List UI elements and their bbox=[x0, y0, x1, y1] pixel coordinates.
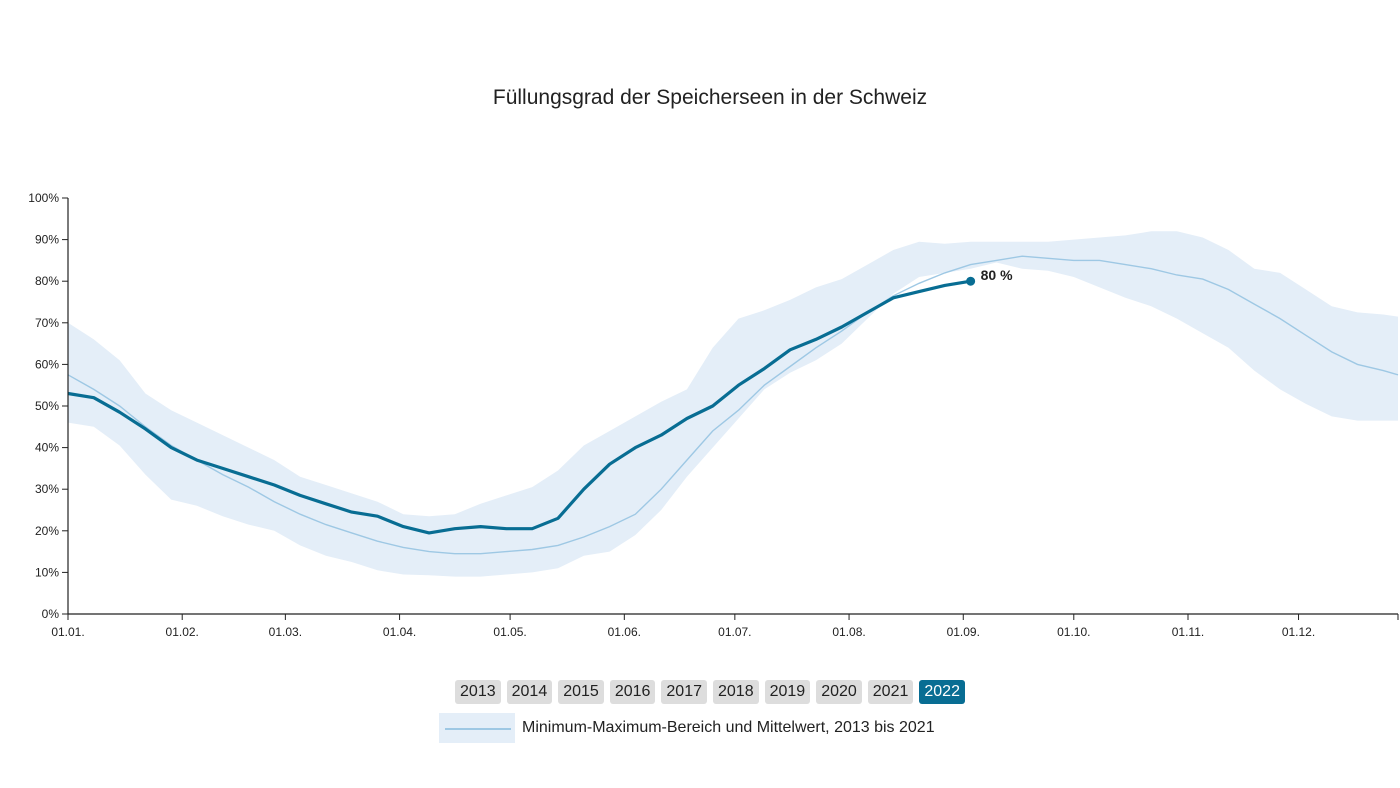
year-selector: 2013 2014 2015 2016 2017 2018 2019 2020 2021 2022 bbox=[0, 680, 1400, 704]
y-tick-label: 100% bbox=[28, 191, 59, 205]
reservoir-fill-chart: 0% 10% 20% 30% 40% 50% 60% 70% 80% 90% 100% 01.01.… bbox=[28, 191, 1399, 639]
x-tick-label: 01.03. bbox=[269, 625, 302, 639]
x-tick-label: 01.02. bbox=[166, 625, 199, 639]
x-ticks-layer: 01.01. 01.02. 01.03. 01.04. 01.05. 01.06. 01.0… bbox=[51, 614, 1399, 639]
x-tick-label: 01.04. bbox=[383, 625, 416, 639]
legend-label: Minimum-Maximum-Bereich und Mittelwert, … bbox=[522, 719, 935, 736]
x-tick-label: 01.10. bbox=[1057, 625, 1090, 639]
x-tick-label: 01.12. bbox=[1282, 625, 1315, 639]
y-tick-label: 60% bbox=[35, 357, 59, 371]
year-button-2022[interactable]: 2022 bbox=[919, 680, 965, 704]
year-button-2017[interactable]: 2017 bbox=[661, 680, 707, 704]
x-tick-label: 01.06. bbox=[608, 625, 641, 639]
year-button-2016[interactable]: 2016 bbox=[609, 680, 656, 704]
mean-line-2013-2021 bbox=[67, 255, 1399, 555]
x-tick-label: 01.11. bbox=[1172, 625, 1204, 639]
y-tick-label: 0% bbox=[42, 607, 60, 621]
y-tick-label: 30% bbox=[35, 482, 59, 496]
min-max-range-band bbox=[68, 231, 1398, 577]
year-button-2019[interactable]: 2019 bbox=[764, 680, 811, 704]
legend-mean-line-swatch bbox=[445, 728, 511, 730]
year-button-2013[interactable]: 2013 bbox=[455, 680, 501, 704]
x-tick-label: 01.08. bbox=[832, 625, 865, 639]
y-tick-label: 10% bbox=[35, 565, 59, 579]
y-tick-label: 90% bbox=[35, 233, 59, 247]
x-tick-label: 01.07. bbox=[718, 625, 751, 639]
x-tick-label: 01.09. bbox=[947, 625, 980, 639]
x-tick-label: 01.05. bbox=[493, 625, 526, 639]
y-tick-label: 70% bbox=[35, 316, 59, 330]
y-tick-label: 50% bbox=[35, 399, 59, 413]
y-tick-label: 40% bbox=[35, 441, 59, 455]
year-button-2020[interactable]: 2020 bbox=[816, 680, 862, 704]
chart-title: Füllungsgrad der Speicherseen in der Sch… bbox=[492, 86, 928, 109]
y-tick-label: 20% bbox=[35, 524, 59, 538]
x-tick-label: 01.01. bbox=[51, 625, 84, 639]
series-2022-end-label: 80 % bbox=[981, 267, 1013, 283]
year-button-2021[interactable]: 2021 bbox=[867, 680, 914, 704]
year-button-2018[interactable]: 2018 bbox=[713, 680, 759, 704]
year-button-2015[interactable]: 2015 bbox=[558, 680, 604, 704]
year-button-2014[interactable]: 2014 bbox=[506, 680, 553, 704]
legend-range-swatch bbox=[439, 713, 515, 743]
series-line-2022 bbox=[67, 279, 971, 535]
y-ticks-layer: 0% 10% 20% 30% 40% 50% 60% 70% 80% 90% 100% bbox=[28, 191, 68, 621]
legend: Minimum-Maximum-Bereich und Mittelwert, … bbox=[439, 713, 935, 743]
y-tick-label: 80% bbox=[35, 274, 59, 288]
series-2022-end-point bbox=[966, 276, 976, 286]
